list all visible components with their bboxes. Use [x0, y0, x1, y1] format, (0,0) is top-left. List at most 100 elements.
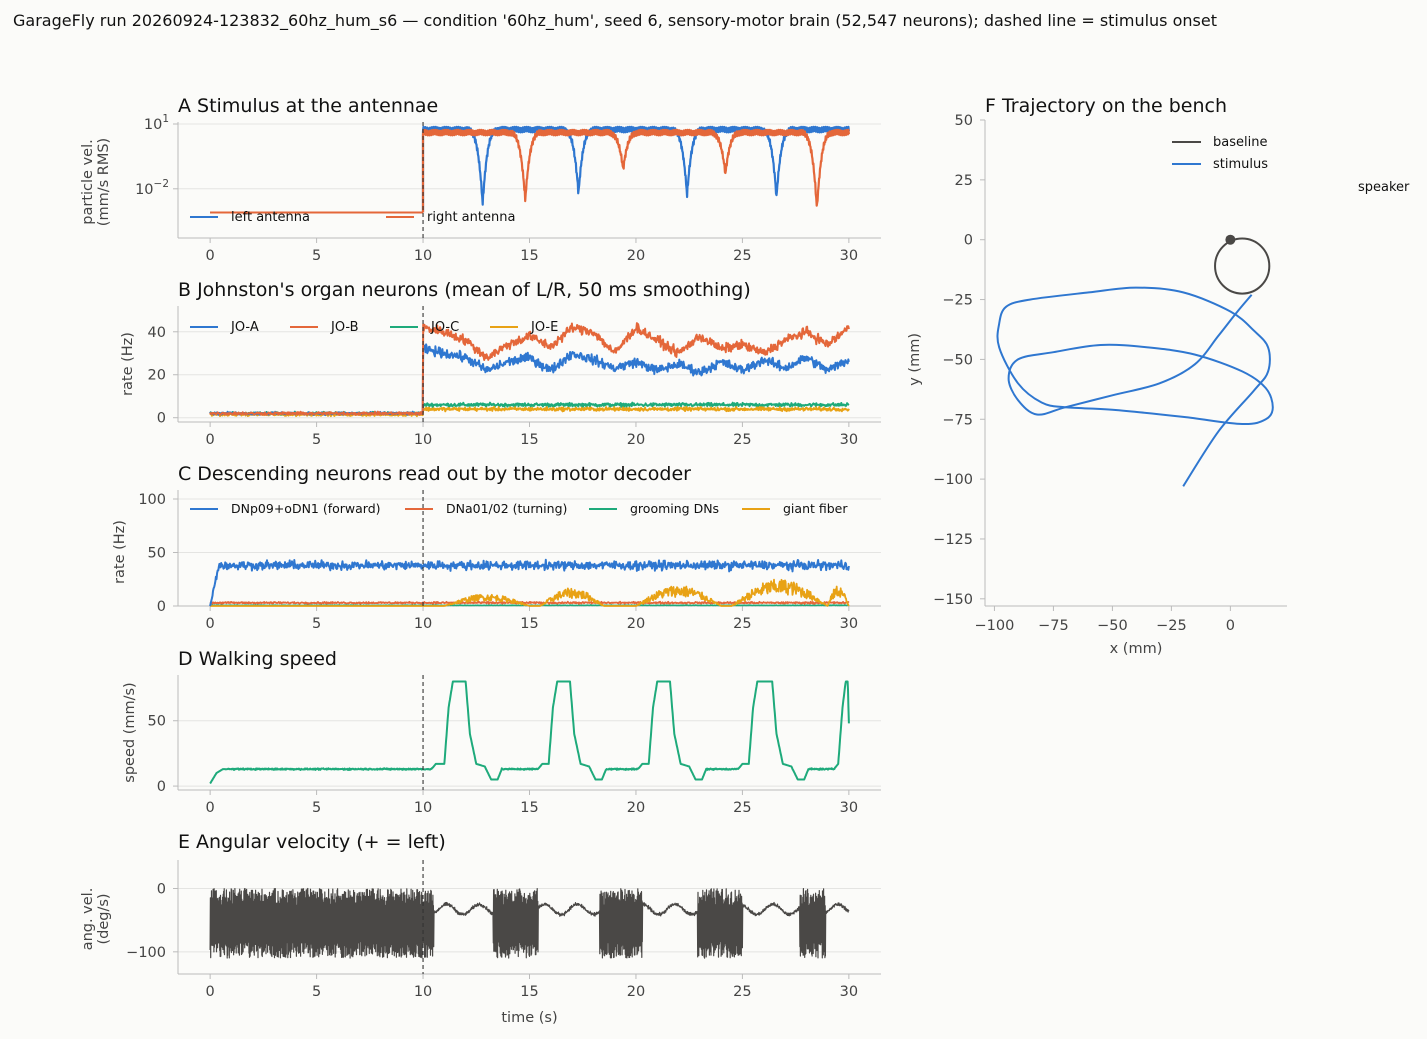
x-tick-label: 10 [414, 248, 432, 264]
y-tick-label: 101 [144, 113, 169, 133]
stimulus-trajectory [996, 286, 1274, 487]
y-tick-label: 40 [148, 325, 166, 341]
x-tick-label: 20 [627, 984, 645, 1000]
x-tick-label: 15 [520, 432, 538, 448]
x-tick-label: −25 [1156, 618, 1187, 634]
start-point [1225, 234, 1236, 245]
legend-label: DNa01/02 (turning) [446, 501, 567, 516]
x-tick-label: −50 [1097, 618, 1128, 634]
y-tick-label: 0 [157, 779, 166, 795]
y-tick-label: 0 [157, 882, 166, 898]
y-tick-label: 0 [157, 411, 166, 427]
y-axis-label: rate (Hz) [112, 520, 128, 584]
y-tick-label: 25 [955, 173, 973, 189]
y-tick-label: −125 [933, 532, 973, 548]
x-axis-label: x (mm) [1110, 641, 1163, 657]
y-tick-label: 0 [157, 599, 166, 615]
x-tick-label: −75 [1038, 618, 1069, 634]
x-tick-label: 5 [312, 616, 321, 632]
panel-E: 0 5 10 15 20 25 30 0 −100 E Angular velocity (+ =… [80, 831, 881, 1026]
y-tick-label: 50 [955, 113, 973, 129]
series-line [209, 680, 850, 785]
x-tick-label: 10 [414, 800, 432, 816]
panel-title: B Johnston's organ neurons (mean of L/R,… [178, 279, 751, 301]
y-axis-label: speed (mm/s) [122, 682, 138, 782]
legend-label: grooming DNs [630, 501, 719, 516]
panel-A: 0 5 10 15 20 25 30 101 10−2 A Stimulus at the ant… [80, 95, 881, 264]
y-tick-label: −100 [126, 945, 166, 961]
series-line [209, 322, 850, 416]
legend-label: JO-E [530, 320, 558, 335]
baseline-trajectory [1214, 237, 1271, 295]
legend-label: baseline [1213, 135, 1267, 150]
panel-D: 0 5 10 15 20 25 30 0 50 D Walking speed speed (mm/… [122, 648, 881, 816]
legend-label: right antenna [427, 210, 515, 225]
y-axis-label: rate (Hz) [120, 332, 136, 396]
x-tick-label: 15 [520, 984, 538, 1000]
y-axis-label: particle vel.(mm/s RMS) [80, 138, 112, 226]
series-line [421, 128, 850, 213]
x-tick-label: 0 [206, 432, 215, 448]
x-tick-label: 25 [733, 248, 751, 264]
x-tick-label: 15 [520, 800, 538, 816]
x-tick-label: 0 [206, 984, 215, 1000]
x-tick-label: 25 [733, 984, 751, 1000]
x-tick-label: 30 [840, 432, 858, 448]
y-tick-label: 50 [148, 714, 166, 730]
series-line [209, 887, 850, 959]
legend-label: giant fiber [783, 501, 848, 516]
panel-title: E Angular velocity (+ = left) [178, 831, 446, 853]
y-tick-label: 100 [138, 492, 166, 508]
x-tick-label: 30 [840, 984, 858, 1000]
legend: baseline stimulus [1172, 135, 1268, 172]
x-tick-label: 20 [627, 800, 645, 816]
x-tick-label: 20 [627, 432, 645, 448]
x-tick-label: 10 [414, 984, 432, 1000]
y-tick-label: −150 [933, 592, 973, 608]
legend-label: stimulus [1213, 157, 1268, 172]
panel-title: D Walking speed [178, 648, 337, 670]
y-axis-label: y (mm) [907, 333, 923, 386]
y-tick-label: −75 [942, 412, 973, 428]
y-tick-label: 20 [148, 368, 166, 384]
x-axis-label: time (s) [501, 1010, 557, 1026]
x-tick-label: 5 [312, 432, 321, 448]
panel-title: F Trajectory on the bench [985, 95, 1227, 117]
speaker-annotation: speaker [1358, 180, 1410, 195]
panel-title: C Descending neurons read out by the mot… [178, 463, 691, 485]
panel-B: 0 5 10 15 20 25 30 0 20 40 B Johnston's organ neur… [120, 279, 881, 448]
x-tick-label: 0 [1226, 618, 1235, 634]
y-tick-label: 10−2 [135, 178, 169, 198]
x-tick-label: −100 [975, 618, 1015, 634]
x-tick-label: 5 [312, 984, 321, 1000]
x-tick-label: 15 [520, 248, 538, 264]
panel-C: 0 5 10 15 20 25 30 0 50 100 C Descending neurons r… [112, 463, 881, 632]
x-tick-label: 0 [206, 248, 215, 264]
series-line [421, 125, 850, 213]
legend-label: JO-B [330, 320, 359, 335]
legend-label: JO-A [230, 320, 259, 335]
panel-title: A Stimulus at the antennae [178, 95, 438, 117]
x-tick-label: 25 [733, 800, 751, 816]
x-tick-label: 20 [627, 616, 645, 632]
x-tick-label: 0 [206, 616, 215, 632]
series-line [209, 558, 850, 607]
x-tick-label: 10 [414, 432, 432, 448]
x-tick-label: 30 [840, 616, 858, 632]
series-line [209, 578, 850, 607]
x-tick-label: 20 [627, 248, 645, 264]
x-tick-label: 25 [733, 616, 751, 632]
x-tick-label: 5 [312, 248, 321, 264]
x-tick-label: 25 [733, 432, 751, 448]
y-tick-label: 0 [964, 233, 973, 249]
legend-label: left antenna [231, 210, 310, 225]
y-tick-label: −50 [942, 352, 973, 368]
x-tick-label: 15 [520, 616, 538, 632]
y-axis-label: ang. vel.(deg/s) [80, 888, 112, 951]
x-tick-label: 5 [312, 800, 321, 816]
y-tick-label: 50 [148, 546, 166, 562]
legend-label: DNp09+oDN1 (forward) [231, 501, 381, 516]
y-tick-label: −100 [933, 472, 973, 488]
